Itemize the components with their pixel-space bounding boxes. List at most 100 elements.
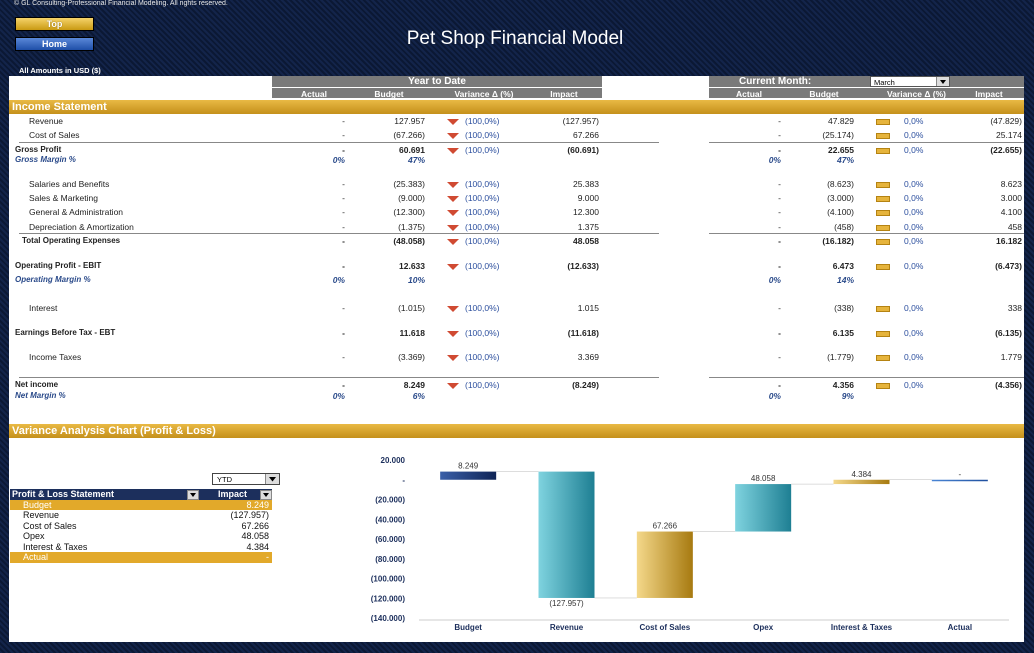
arrow-down-icon bbox=[447, 305, 459, 312]
ytd-variance-value: (100,0%) bbox=[465, 352, 500, 362]
ytd-variance: (100,0%) bbox=[447, 303, 500, 313]
statement-row: Operating Margin % 0% 10% 0% 14% bbox=[9, 275, 1024, 287]
cm-variance: 0,0% bbox=[876, 380, 923, 390]
cm-budget: 14% bbox=[836, 275, 854, 285]
cm-variance-value: 0,0% bbox=[904, 222, 924, 232]
statement-row: Cost of Sales - (67.266) (100,0%) 67.266 - (25… bbox=[9, 130, 1024, 142]
ytd-actual: - bbox=[342, 179, 345, 189]
cm-variance-value: 0,0% bbox=[904, 130, 924, 140]
ytd-actual: - bbox=[342, 222, 345, 232]
ytd-variance: (100,0%) bbox=[447, 130, 500, 140]
cm-variance-value: 0,0% bbox=[904, 193, 924, 203]
row-divider bbox=[19, 142, 659, 143]
month-select[interactable]: March bbox=[870, 76, 950, 87]
pl-row: Revenue (127.957) bbox=[10, 510, 272, 521]
data-label: 67.266 bbox=[653, 522, 678, 531]
statement-row: Total Operating Expenses - (48.058) (100,0%… bbox=[9, 236, 1024, 248]
filter-icon[interactable] bbox=[187, 490, 199, 500]
ytd-budget: (48.058) bbox=[393, 236, 425, 246]
y-tick-label: 20.000 bbox=[381, 456, 406, 465]
row-label: Revenue bbox=[29, 116, 64, 126]
cm-actual: 0% bbox=[768, 275, 781, 285]
income-statement-bar: Income Statement bbox=[9, 100, 1024, 114]
ytd-actual: - bbox=[342, 130, 345, 140]
ytd-actual: - bbox=[342, 193, 345, 203]
ytd-budget: (1.375) bbox=[398, 222, 425, 232]
row-label: Depreciation & Amortization bbox=[29, 222, 134, 232]
cm-impact: (22.655) bbox=[990, 145, 1022, 155]
top-button[interactable]: Top bbox=[15, 17, 94, 31]
bar-budget bbox=[440, 471, 497, 480]
row-label: Operating Profit - EBIT bbox=[15, 261, 102, 270]
ytd-actual: 0% bbox=[332, 155, 345, 165]
period-select[interactable]: YTD bbox=[212, 473, 280, 485]
home-button[interactable]: Home bbox=[15, 37, 94, 51]
pl-row: Budget 8.249 bbox=[10, 499, 272, 510]
ytd-budget: (12.300) bbox=[393, 207, 425, 217]
filter-icon[interactable] bbox=[260, 490, 272, 500]
amounts-note: All Amounts in USD ($) bbox=[19, 66, 101, 75]
row-label: Gross Profit bbox=[15, 145, 62, 154]
cm-actual: 0% bbox=[768, 155, 781, 165]
ytd-actual: 0% bbox=[332, 391, 345, 401]
statement-row: Income Taxes - (3.369) (100,0%) 3.369 - (1.779… bbox=[9, 352, 1024, 364]
ytd-actual: - bbox=[342, 352, 345, 362]
flat-indicator-icon bbox=[876, 354, 890, 361]
row-divider bbox=[709, 142, 1024, 143]
cm-variance-value: 0,0% bbox=[904, 145, 924, 155]
flat-indicator-icon bbox=[876, 209, 890, 216]
ytd-variance-value: (100,0%) bbox=[465, 193, 500, 203]
x-tick-label: Opex bbox=[753, 623, 774, 632]
statement-row: Net Margin % 0% 6% 0% 9% bbox=[9, 391, 1024, 403]
cm-budget: (458) bbox=[834, 222, 854, 232]
cm-budget: (3.000) bbox=[827, 193, 854, 203]
cm-variance: 0,0% bbox=[876, 236, 923, 246]
ytd-actual: - bbox=[342, 236, 345, 246]
cm-variance: 0,0% bbox=[876, 328, 923, 338]
row-divider bbox=[19, 377, 659, 378]
cm-variance-value: 0,0% bbox=[904, 380, 924, 390]
cm-impact: 16.182 bbox=[996, 236, 1022, 246]
cm-budget: (16.182) bbox=[822, 236, 854, 246]
variance-chart-bar: Variance Analysis Chart (Profit & Loss) bbox=[9, 424, 1024, 438]
bar-interest-taxes bbox=[833, 479, 890, 485]
ytd-variance: (100,0%) bbox=[447, 222, 500, 232]
cm-variance: 0,0% bbox=[876, 116, 923, 126]
statement-row: Gross Margin % 0% 47% 0% 47% bbox=[9, 155, 1024, 167]
ytd-variance: (100,0%) bbox=[447, 179, 500, 189]
cm-variance: 0,0% bbox=[876, 261, 923, 271]
ytd-variance-value: (100,0%) bbox=[465, 207, 500, 217]
statement-row: Earnings Before Tax - EBT - 11.618 (100,0%)… bbox=[9, 328, 1024, 340]
cm-budget: 6.135 bbox=[832, 328, 854, 338]
statement-row: Gross Profit - 60.691 (100,0%) (60.691) - 22.6… bbox=[9, 145, 1024, 157]
ytd-impact: 1.375 bbox=[577, 222, 599, 232]
cm-variance-value: 0,0% bbox=[904, 207, 924, 217]
ytd-variance: (100,0%) bbox=[447, 352, 500, 362]
arrow-down-icon bbox=[447, 382, 459, 389]
cm-variance-value: 0,0% bbox=[904, 179, 924, 189]
ytd-actual: 0% bbox=[332, 275, 345, 285]
cm-actual: - bbox=[778, 303, 781, 313]
cm-variance-value: 0,0% bbox=[904, 352, 924, 362]
ytd-header: Year to Date bbox=[272, 76, 602, 87]
ytd-impact: (11.618) bbox=[567, 328, 599, 338]
bar-actual bbox=[931, 479, 988, 482]
x-tick-label: Interest & Taxes bbox=[831, 623, 893, 632]
ytd-impact: 67.266 bbox=[573, 130, 599, 140]
pl-row-value: 8.249 bbox=[246, 499, 269, 510]
pl-row-value: - bbox=[266, 552, 269, 562]
cm-impact: (47.829) bbox=[990, 116, 1022, 126]
cm-variance-value: 0,0% bbox=[904, 116, 924, 126]
flat-indicator-icon bbox=[876, 224, 890, 231]
cm-variance: 0,0% bbox=[876, 207, 923, 217]
ytd-variance-value: (100,0%) bbox=[465, 328, 500, 338]
cm-budget: (25.174) bbox=[822, 130, 854, 140]
ytd-col-header: Actual bbox=[301, 89, 327, 99]
statement-row: Operating Profit - EBIT - 12.633 (100,0%) (1… bbox=[9, 261, 1024, 273]
cm-budget: 6.473 bbox=[832, 261, 854, 271]
y-tick-label: - bbox=[402, 476, 405, 485]
pl-row: Opex 48.058 bbox=[10, 531, 272, 542]
cm-variance: 0,0% bbox=[876, 179, 923, 189]
ytd-variance-value: (100,0%) bbox=[465, 303, 500, 313]
cm-impact: (6.473) bbox=[995, 261, 1022, 271]
